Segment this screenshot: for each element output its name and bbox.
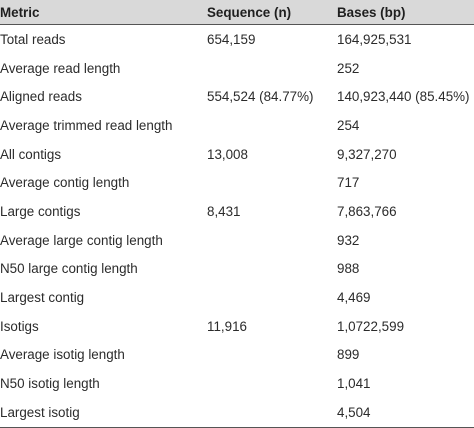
cell-bases: 7,863,766	[337, 203, 397, 219]
cell-sequence	[207, 226, 337, 255]
cell-sequence	[207, 54, 337, 83]
cell-bases: 4,469	[337, 290, 371, 306]
header-bases: Bases (bp)	[337, 0, 474, 25]
table-row: Largest isotig 4,504	[0, 397, 474, 428]
cell-bases: 254	[337, 117, 360, 133]
cell-metric: N50 large contig length	[0, 261, 138, 277]
table-row: Average contig length 717	[0, 168, 474, 197]
cell-sequence: 554,524 (84.77%)	[207, 89, 314, 105]
header-sequence: Sequence (n)	[207, 0, 337, 25]
cell-bases: 899	[337, 347, 360, 363]
cell-sequence	[207, 168, 337, 197]
cell-sequence: 11,916	[207, 318, 247, 334]
table-row: Large contigs 8,431 7,863,766	[0, 197, 474, 226]
cell-metric: Largest isotig	[0, 397, 207, 428]
table-row: All contigs 13,008 9,327,270	[0, 140, 474, 169]
cell-bases: 1,041	[337, 376, 371, 392]
table-row: Total reads 654,159 164,925,531	[0, 23, 474, 54]
cell-metric: Average contig length	[0, 175, 130, 191]
cell-bases: 988	[337, 261, 360, 277]
cell-sequence	[207, 255, 337, 284]
header-metric: Metric	[0, 0, 207, 25]
cell-metric: Aligned reads	[0, 89, 82, 105]
cell-metric: Average isotig length	[0, 347, 125, 363]
cell-metric: Isotigs	[0, 318, 39, 334]
cell-metric: Large contigs	[0, 203, 81, 219]
table-row: Average large contig length 932	[0, 226, 474, 255]
header-row: Metric Sequence (n) Bases (bp)	[0, 0, 474, 25]
cell-sequence	[207, 397, 337, 428]
table-body: Total reads 654,159 164,925,531 Average …	[0, 23, 474, 428]
cell-bases: 932	[337, 232, 360, 248]
cell-sequence	[207, 111, 337, 140]
cell-sequence	[207, 283, 337, 312]
table-row: N50 isotig length 1,041	[0, 369, 474, 398]
table-header: Metric Sequence (n) Bases (bp)	[0, 0, 474, 25]
cell-sequence	[207, 369, 337, 398]
cell-bases: 1,0722,599	[337, 318, 405, 334]
table-row: Aligned reads 554,524 (84.77%) 140,923,4…	[0, 82, 474, 111]
cell-metric: Average trimmed read length	[0, 117, 173, 133]
cell-sequence: 13,008	[207, 146, 248, 162]
table-row: Average trimmed read length 254	[0, 111, 474, 140]
cell-bases: 140,923,440 (85.45%)	[337, 89, 470, 105]
cell-bases: 4,504	[337, 397, 474, 428]
table-row: Largest contig 4,469	[0, 283, 474, 312]
cell-metric: Total reads	[0, 23, 207, 54]
cell-metric: All contigs	[0, 146, 62, 162]
cell-metric: N50 isotig length	[0, 376, 100, 392]
cell-metric: Largest contig	[0, 290, 85, 306]
table-row: Average isotig length 899	[0, 341, 474, 370]
cell-bases: 164,925,531	[337, 23, 474, 54]
table-row: N50 large contig length 988	[0, 255, 474, 284]
cell-bases: 9,327,270	[337, 146, 397, 162]
table-row: Isotigs 11,916 1,0722,599	[0, 312, 474, 341]
cell-sequence: 654,159	[207, 23, 337, 54]
cell-bases: 252	[337, 60, 360, 76]
cell-bases: 717	[337, 175, 360, 191]
cell-sequence	[207, 341, 337, 370]
table-row: Average read length 252	[0, 54, 474, 83]
cell-sequence: 8,431	[207, 203, 241, 219]
cell-metric: Average read length	[0, 60, 121, 76]
cell-metric: Average large contig length	[0, 232, 163, 248]
